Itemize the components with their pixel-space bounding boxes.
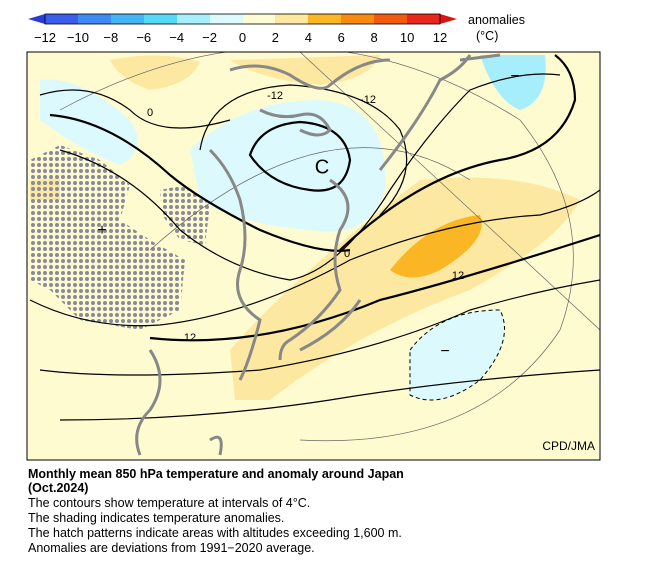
colorbar-label: −8 [103, 30, 118, 45]
caption-line: Anomalies are deviations from 1991−2020 … [28, 541, 315, 555]
contour-label: 0 [344, 248, 350, 260]
map-labels: 0 -12 -12 0 12 12 C + − − CPD/JMA [26, 51, 601, 461]
colorbar-label: −6 [136, 30, 151, 45]
contour-label: 12 [184, 332, 196, 344]
colorbar-label: 6 [338, 30, 345, 45]
warm-marker: + [97, 222, 106, 239]
contour-label: -12 [267, 90, 283, 102]
colorbar-title: anomalies [468, 13, 525, 27]
caption-line: The hatch patterns indicate areas with a… [28, 526, 402, 540]
contour-label: 12 [452, 270, 464, 282]
colorbar-label: −12 [34, 30, 56, 45]
colorbar-label: 2 [272, 30, 279, 45]
caption-line: The shading indicates temperature anomal… [28, 511, 284, 525]
cold-marker: − [510, 68, 519, 85]
contour-label: 0 [147, 107, 153, 119]
colorbar-label: 12 [433, 30, 447, 45]
colorbar-label: 8 [371, 30, 378, 45]
colorbar-label: −4 [169, 30, 184, 45]
contour-label: -12 [360, 94, 376, 106]
colorbar-label: 0 [239, 30, 246, 45]
caption-title: (Oct.2024) [28, 481, 88, 495]
cold-marker: − [440, 343, 449, 360]
colorbar: −12 −10 −8 −6 −4 −2 0 2 4 6 8 10 12 anomalies (°C) [28, 13, 525, 45]
caption: Monthly mean 850 hPa temperature and ano… [28, 467, 404, 555]
credit: CPD/JMA [542, 439, 595, 453]
colorbar-label: −2 [202, 30, 217, 45]
caption-line: The contours show temperature at interva… [28, 496, 310, 510]
colorbar-label: −10 [67, 30, 89, 45]
colorbar-label: 4 [305, 30, 312, 45]
colorbar-label: 10 [400, 30, 414, 45]
colorbar-unit: (°C) [476, 29, 498, 43]
map [27, 52, 600, 460]
caption-title: Monthly mean 850 hPa temperature and ano… [28, 467, 404, 481]
cold-center-marker: C [315, 156, 329, 178]
